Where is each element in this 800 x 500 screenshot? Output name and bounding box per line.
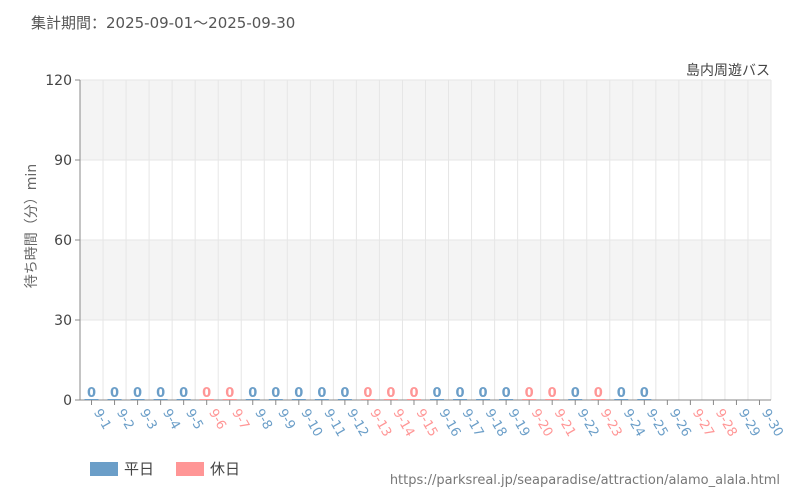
period-label: 集計期間：2025-09-01～2025-09-30	[31, 14, 296, 32]
bar	[406, 399, 421, 400]
bar	[476, 399, 491, 400]
data-label: 0	[386, 386, 395, 401]
data-label: 0	[594, 386, 603, 401]
y-tick-label: 90	[54, 153, 72, 169]
x-tick-label: 9-30	[758, 407, 786, 440]
source-url: https://parksreal.jp/seaparadise/attract…	[389, 473, 780, 488]
bar	[130, 399, 145, 400]
data-label: 0	[548, 386, 557, 401]
bar	[199, 399, 214, 400]
x-tick-label: 9-12	[343, 407, 371, 440]
x-tick-label: 9-22	[574, 407, 602, 440]
bar	[84, 399, 99, 400]
x-tick-label: 9-16	[436, 407, 464, 440]
x-tick-label: 9-21	[551, 407, 579, 440]
y-tick-label: 0	[63, 393, 72, 409]
bar	[430, 399, 445, 400]
data-label: 0	[340, 386, 349, 401]
bar	[337, 399, 352, 400]
bar	[383, 399, 398, 400]
x-tick-label: 9-15	[413, 407, 441, 440]
x-tick-label: 9-28	[712, 407, 740, 440]
y-tick-label: 30	[54, 313, 72, 329]
data-label: 0	[317, 386, 326, 401]
x-tick-label: 9-27	[689, 407, 717, 440]
legend: 平日 休日	[90, 458, 240, 479]
data-label: 0	[133, 386, 142, 401]
x-tick-label: 9-3	[136, 407, 160, 433]
x-tick-label: 9-8	[251, 407, 275, 433]
data-label: 0	[479, 386, 488, 401]
data-label: 0	[248, 386, 257, 401]
data-label: 0	[87, 386, 96, 401]
legend-label-weekday: 平日	[124, 460, 155, 478]
bar	[245, 399, 260, 400]
chart-subtitle: 島内周遊バス	[686, 63, 770, 79]
legend-item-weekday[interactable]: 平日	[90, 458, 154, 479]
data-label: 0	[525, 386, 534, 401]
x-tick-label: 9-20	[528, 407, 556, 440]
bar	[291, 399, 306, 400]
data-label: 0	[432, 386, 441, 401]
bar	[222, 399, 237, 400]
data-label: 0	[571, 386, 580, 401]
x-tick-label: 9-5	[182, 407, 206, 433]
bar	[614, 399, 629, 400]
x-tick-label: 9-26	[666, 407, 694, 440]
bar	[153, 399, 168, 400]
bar	[268, 399, 283, 400]
data-label: 0	[156, 386, 165, 401]
bar	[107, 399, 122, 400]
x-tick-label: 9-9	[274, 407, 298, 433]
bar	[499, 399, 514, 400]
data-label: 0	[617, 386, 626, 401]
bar	[522, 399, 537, 400]
bar	[545, 399, 560, 400]
x-tick-label: 9-13	[366, 407, 394, 440]
data-label: 0	[294, 386, 303, 401]
x-tick-label: 9-10	[297, 407, 325, 440]
data-label: 0	[456, 386, 465, 401]
data-label: 0	[110, 386, 119, 401]
bar	[453, 399, 468, 400]
x-tick-label: 9-25	[643, 407, 671, 440]
x-tick-label: 9-17	[459, 407, 487, 440]
data-label: 0	[502, 386, 511, 401]
legend-swatch-holiday	[176, 461, 205, 476]
x-tick-label: 9-23	[597, 407, 625, 440]
x-tick-label: 9-11	[320, 407, 348, 440]
x-tick-label: 9-6	[205, 407, 229, 433]
bar	[568, 399, 583, 400]
data-label: 0	[409, 386, 418, 401]
data-label: 0	[179, 386, 188, 401]
bar	[360, 399, 375, 400]
data-label: 0	[271, 386, 280, 401]
data-label: 0	[202, 386, 211, 401]
x-tick-label: 9-1	[90, 407, 114, 433]
x-tick-label: 9-2	[113, 407, 137, 433]
x-tick-label: 9-29	[735, 407, 763, 440]
x-tick-label: 9-18	[482, 407, 510, 440]
x-tick-label: 9-24	[620, 407, 648, 440]
bar	[314, 399, 329, 400]
legend-label-holiday: 休日	[210, 460, 241, 478]
x-tick-label: 9-19	[505, 407, 533, 440]
data-label: 0	[225, 386, 234, 401]
legend-swatch-weekday	[90, 461, 118, 476]
bar	[637, 399, 652, 400]
y-tick-label: 60	[54, 233, 72, 249]
x-tick-label: 9-4	[159, 407, 183, 433]
x-tick-label: 9-14	[389, 407, 417, 440]
bar	[176, 399, 191, 400]
x-tick-label: 9-7	[228, 407, 252, 433]
data-label: 0	[640, 386, 649, 401]
legend-item-holiday[interactable]: 休日	[176, 458, 240, 479]
y-tick-label: 120	[45, 73, 72, 89]
bar	[591, 399, 606, 400]
data-label: 0	[363, 386, 372, 401]
